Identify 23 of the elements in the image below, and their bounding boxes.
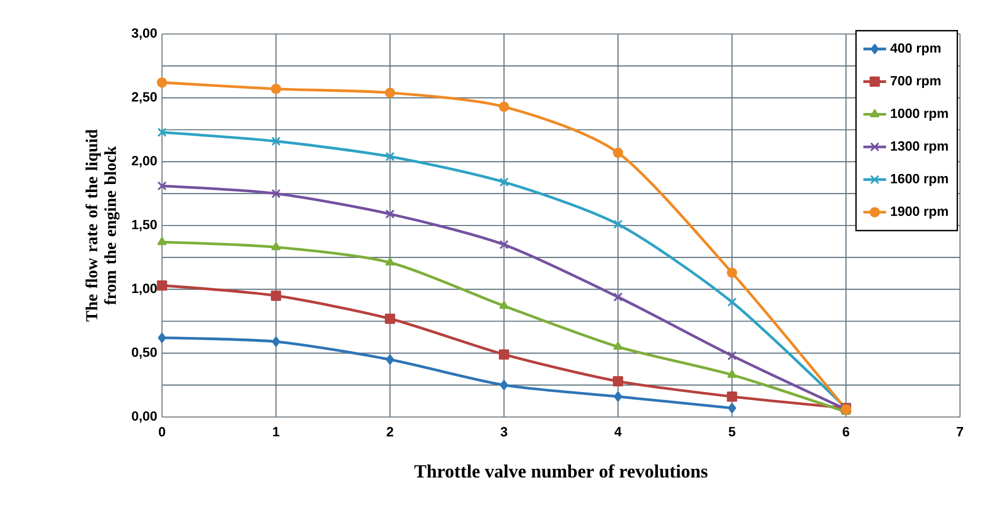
y-tick-label: 2,50 xyxy=(132,92,157,104)
y-tick-label: 2,00 xyxy=(132,156,157,168)
x-tick-label: 2 xyxy=(386,427,394,436)
y-tick-label: 3,00 xyxy=(132,28,157,40)
x-axis-title: Throttle valve number of revolutions xyxy=(414,464,708,478)
y-tick-label: 0,00 xyxy=(132,411,157,423)
y-tick-label: 1,50 xyxy=(132,220,157,232)
x-tick-label: 3 xyxy=(500,427,508,436)
y-axis-title: The flow rate of the liquid from the engine block xyxy=(85,129,120,322)
x-tick-label: 5 xyxy=(728,427,736,436)
x-tick-label: 4 xyxy=(614,427,622,436)
y-tick-label: 0,50 xyxy=(132,347,157,359)
legend-label: 1900 rpm xyxy=(890,206,948,219)
legend-label: 1300 rpm xyxy=(890,141,948,154)
y-tick-label: 1,00 xyxy=(132,284,157,296)
x-tick-label: 7 xyxy=(956,427,964,436)
legend-label: 700 rpm xyxy=(890,76,940,88)
x-tick-label: 6 xyxy=(842,427,850,436)
x-tick-label: 1 xyxy=(273,427,280,436)
legend-label: 1600 rpm xyxy=(890,174,948,186)
legend-label: 400 rpm xyxy=(890,43,940,56)
legend-label: 1000 rpm xyxy=(890,108,948,121)
x-tick-label: 0 xyxy=(158,427,166,436)
